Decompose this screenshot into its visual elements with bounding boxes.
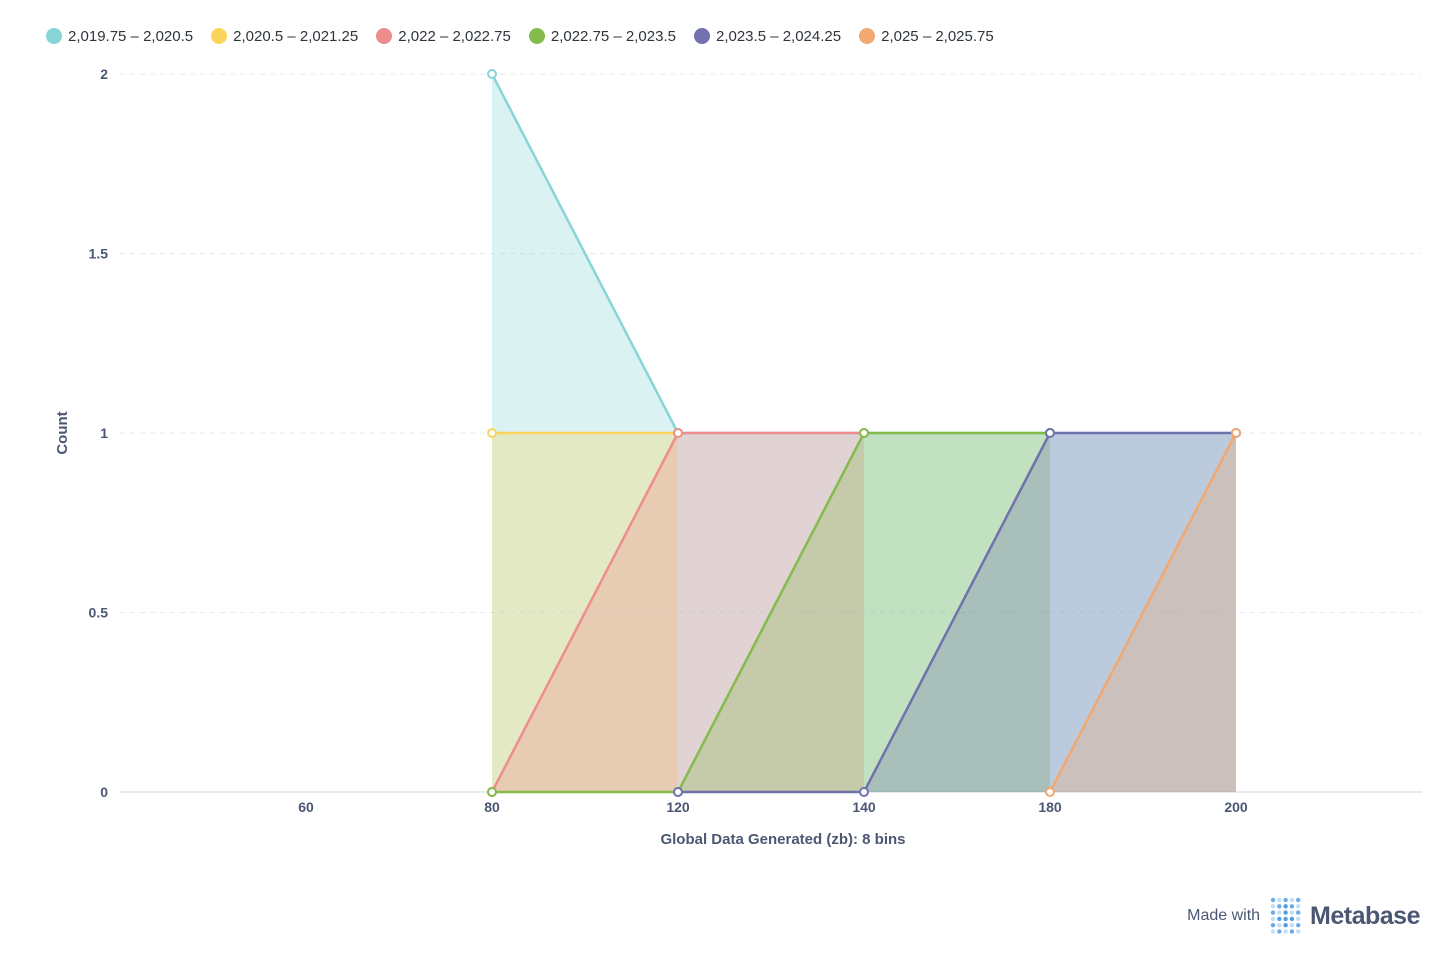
x-tick-label: 80 bbox=[484, 799, 500, 815]
series-points bbox=[487, 69, 1241, 797]
chart-legend: 2,019.75 – 2,020.5 2,020.5 – 2,021.25 2,02… bbox=[46, 24, 1012, 48]
logo-dot bbox=[1289, 929, 1295, 934]
legend-swatch bbox=[693, 28, 710, 44]
legend-swatch bbox=[211, 28, 228, 44]
logo-dot bbox=[1283, 929, 1288, 934]
x-axis-title: Global Data Generated (zb): 8 bins bbox=[660, 831, 905, 848]
data-point bbox=[859, 428, 869, 438]
y-tick-label: 0 bbox=[100, 784, 108, 800]
x-tick-label: 120 bbox=[666, 799, 690, 815]
series-line bbox=[1048, 432, 1238, 793]
y-tick-label: 1 bbox=[100, 425, 108, 441]
legend-label: 2,025 – 2,025.75 bbox=[881, 27, 994, 45]
logo-dot bbox=[1270, 910, 1276, 915]
x-tick-label: 140 bbox=[852, 799, 876, 815]
logo-dot bbox=[1277, 929, 1282, 934]
logo-dot bbox=[1296, 923, 1301, 928]
logo-dot bbox=[1277, 916, 1282, 922]
logo-dot bbox=[1270, 929, 1276, 934]
logo-dot bbox=[1296, 897, 1301, 903]
data-point bbox=[487, 69, 497, 79]
logo-dot bbox=[1289, 910, 1295, 915]
legend-swatch bbox=[859, 28, 876, 44]
logo-dot bbox=[1296, 916, 1301, 922]
legend-label: 2,022 – 2,022.75 bbox=[398, 27, 511, 45]
legend-label: 2,022.75 – 2,023.5 bbox=[550, 27, 676, 45]
area-fill bbox=[492, 433, 864, 792]
x-tick-label: 180 bbox=[1038, 799, 1062, 815]
logo-dot bbox=[1270, 916, 1276, 922]
logo-dot bbox=[1289, 904, 1295, 909]
legend-label: 2,020.5 – 2,021.25 bbox=[233, 27, 359, 45]
y-tick-label: 2 bbox=[100, 66, 108, 82]
metabase-wordmark: Metabase bbox=[1310, 901, 1420, 930]
legend-item[interactable]: 2,022 – 2,022.75 bbox=[376, 28, 511, 45]
legend-label: 2,019.75 – 2,020.5 bbox=[68, 27, 194, 45]
legend-item[interactable]: 2,025 – 2,025.75 bbox=[859, 28, 994, 45]
logo-dot bbox=[1283, 910, 1288, 915]
data-point bbox=[1045, 428, 1055, 438]
x-tick-label: 60 bbox=[298, 799, 314, 815]
logo-dot bbox=[1277, 904, 1282, 909]
logo-dot bbox=[1289, 916, 1295, 922]
logo-dot bbox=[1283, 897, 1288, 903]
legend-swatch bbox=[376, 28, 393, 44]
data-point bbox=[487, 428, 497, 438]
legend-item[interactable]: 2,020.5 – 2,021.25 bbox=[211, 28, 358, 45]
data-point bbox=[673, 428, 683, 438]
logo-dot bbox=[1277, 897, 1282, 903]
legend-swatch bbox=[528, 28, 545, 44]
logo-dot bbox=[1283, 916, 1288, 922]
y-tick-label: 0.5 bbox=[89, 605, 109, 621]
series-line bbox=[678, 431, 1236, 794]
logo-dot bbox=[1289, 923, 1295, 928]
logo-dot bbox=[1296, 910, 1301, 915]
legend-label: 2,023.5 – 2,024.25 bbox=[715, 27, 842, 45]
x-tick-label: 200 bbox=[1224, 799, 1248, 815]
logo-dot bbox=[1277, 910, 1282, 915]
data-point bbox=[859, 787, 869, 797]
logo-dot bbox=[1277, 923, 1282, 928]
logo-dot bbox=[1270, 897, 1276, 903]
legend-item[interactable]: 2,019.75 – 2,020.5 bbox=[46, 28, 193, 45]
logo-dot bbox=[1296, 929, 1301, 934]
logo-dot bbox=[1270, 923, 1276, 928]
data-point bbox=[1045, 787, 1055, 797]
data-point bbox=[487, 787, 497, 797]
logo-dot bbox=[1283, 904, 1288, 909]
logo-dot bbox=[1296, 904, 1301, 909]
y-axis-title: Count bbox=[54, 411, 71, 454]
y-tick-label: 1.5 bbox=[89, 246, 109, 262]
logo-dot bbox=[1289, 897, 1295, 903]
made-with-metabase-footer: Made with Metabase bbox=[1187, 896, 1420, 936]
logo-dot bbox=[1283, 923, 1288, 928]
data-point bbox=[673, 787, 683, 797]
metabase-logo-icon bbox=[1270, 897, 1301, 934]
made-with-text: Made with bbox=[1187, 907, 1261, 924]
data-point bbox=[1231, 428, 1241, 438]
legend-item[interactable]: 2,023.5 – 2,024.25 bbox=[693, 27, 842, 45]
logo-dot bbox=[1270, 904, 1276, 909]
legend-swatch bbox=[46, 28, 62, 44]
series-line bbox=[492, 431, 1050, 794]
legend-item[interactable]: 2,022.75 – 2,023.5 bbox=[528, 27, 676, 45]
